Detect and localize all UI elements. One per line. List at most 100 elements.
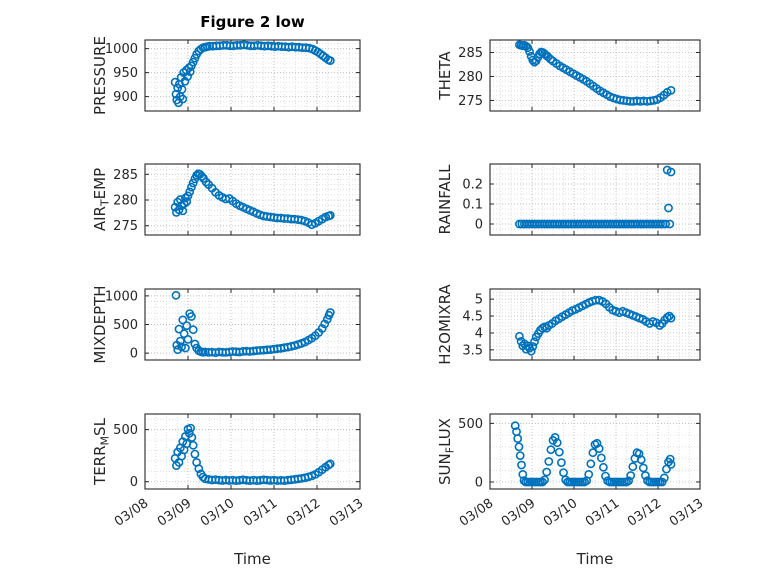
tick-marks bbox=[144, 164, 361, 235]
axes-box bbox=[489, 288, 701, 361]
x-tick-label: 03/09 bbox=[499, 496, 538, 530]
y-axis-label: MIXDEPTH bbox=[91, 285, 109, 363]
marker bbox=[528, 342, 538, 351]
x-tick-label: 03/11 bbox=[583, 496, 622, 530]
marker bbox=[325, 56, 335, 65]
x-tick-label: 03/10 bbox=[541, 496, 580, 530]
y-tick-label: 4.5 bbox=[462, 310, 483, 325]
x-axis-label-left: Time bbox=[234, 550, 271, 568]
marker bbox=[543, 52, 553, 62]
subplot-sun-flux: 0 500 03/08 03/09 03/10 03/11 03/12 03/13 SUNFLU… bbox=[436, 413, 706, 530]
grid bbox=[145, 414, 360, 489]
y-tick-label: 285 bbox=[458, 46, 483, 61]
marker bbox=[197, 171, 207, 181]
marker bbox=[624, 476, 633, 486]
data-points bbox=[171, 290, 335, 357]
marker bbox=[180, 343, 190, 353]
marker bbox=[559, 468, 568, 477]
x-tick-label: 03/08 bbox=[457, 496, 496, 530]
y-tick-label: 5 bbox=[475, 293, 483, 308]
marker bbox=[188, 440, 198, 450]
subplot-h2omixra: 3.5 44.5 5 H2OMIXRA bbox=[436, 284, 701, 365]
tick-marks bbox=[144, 40, 361, 111]
data-points bbox=[515, 165, 676, 229]
marker bbox=[515, 451, 525, 460]
y-tick-label: 0.2 bbox=[462, 178, 483, 193]
marker bbox=[525, 47, 534, 56]
marker bbox=[171, 290, 181, 300]
marker bbox=[185, 187, 195, 197]
marker bbox=[584, 469, 594, 479]
marker bbox=[638, 463, 648, 473]
marker bbox=[664, 311, 674, 321]
y-axis-label: RAINFALL bbox=[436, 164, 454, 235]
x-tick-label: 03/13 bbox=[327, 496, 366, 530]
tick-marks bbox=[489, 164, 701, 235]
marker bbox=[552, 438, 562, 448]
y-axis-label: SUNFLUX bbox=[436, 418, 457, 485]
marker bbox=[515, 331, 524, 341]
marker bbox=[661, 219, 670, 229]
marker bbox=[183, 191, 193, 201]
y-axis-label: THETA bbox=[436, 51, 454, 101]
marker bbox=[557, 458, 566, 467]
y-tick-label: 500 bbox=[458, 417, 483, 432]
marker bbox=[325, 459, 335, 469]
marker bbox=[185, 67, 195, 77]
marker bbox=[174, 324, 184, 334]
marker bbox=[178, 94, 188, 104]
marker bbox=[641, 471, 650, 480]
marker bbox=[538, 477, 547, 487]
marker bbox=[666, 167, 676, 177]
y-tick-label: 0.1 bbox=[462, 198, 483, 213]
x-tick-label: 03/13 bbox=[667, 496, 706, 530]
marker bbox=[317, 324, 327, 333]
marker bbox=[177, 342, 186, 352]
marker bbox=[530, 337, 539, 347]
y-axis-label: AIRTEMP bbox=[91, 168, 112, 231]
marker bbox=[586, 459, 596, 469]
marker bbox=[666, 459, 676, 469]
figure-title: Figure 2 low bbox=[200, 13, 305, 31]
axes-box bbox=[489, 413, 701, 490]
x-tick-label: 03/08 bbox=[112, 496, 151, 530]
marker bbox=[175, 336, 185, 346]
y-axis-label: TERRMSL bbox=[91, 417, 112, 486]
tick-marks bbox=[144, 414, 361, 489]
marker bbox=[190, 339, 200, 349]
axes-box bbox=[144, 163, 361, 236]
marker bbox=[186, 423, 195, 433]
y-tick-label: 280 bbox=[113, 194, 138, 209]
marker bbox=[636, 455, 646, 465]
data-points bbox=[170, 423, 335, 485]
tick-marks bbox=[144, 289, 361, 360]
marker bbox=[510, 421, 520, 431]
y-tick-label: 1000 bbox=[105, 289, 138, 304]
axes-box bbox=[144, 39, 361, 112]
axes-box bbox=[489, 163, 701, 236]
x-tick-label: 03/11 bbox=[241, 496, 280, 530]
marker bbox=[188, 325, 198, 335]
marker bbox=[183, 72, 192, 81]
marker bbox=[544, 457, 554, 466]
marker bbox=[546, 445, 556, 455]
data-points bbox=[515, 295, 676, 356]
y-tick-label: 3.5 bbox=[462, 343, 483, 358]
marker bbox=[592, 438, 602, 448]
y-tick-label: 275 bbox=[113, 219, 138, 234]
y-tick-label: 0 bbox=[475, 475, 483, 490]
marker bbox=[182, 197, 192, 206]
y-tick-label: 0 bbox=[475, 218, 483, 233]
y-tick-label: 0 bbox=[130, 475, 138, 490]
marker bbox=[194, 464, 204, 474]
y-tick-label: 275 bbox=[458, 94, 483, 109]
marker bbox=[513, 434, 523, 443]
marker bbox=[179, 329, 189, 339]
y-tick-label: 0 bbox=[130, 347, 138, 362]
axes-box bbox=[144, 413, 361, 490]
marker bbox=[664, 203, 673, 213]
x-tick-label: 03/09 bbox=[155, 496, 194, 530]
